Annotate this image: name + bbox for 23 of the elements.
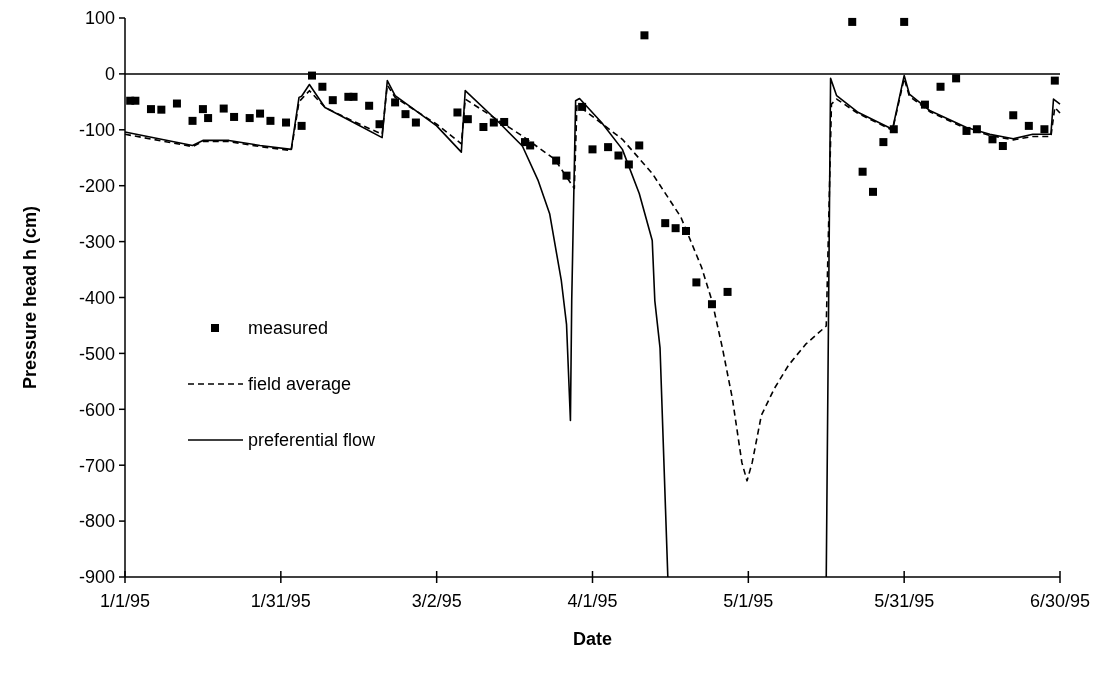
y-tick-label: -200 — [78, 176, 115, 196]
x-tick-label: 1/1/95 — [99, 591, 151, 611]
y-tick-label: 0 — [104, 64, 115, 85]
y-tick-label: -700 — [78, 455, 115, 476]
legend-label: preferential flow — [248, 430, 377, 451]
y-tick-label: -900 — [78, 567, 115, 588]
y-tick-label: -800 — [78, 511, 115, 532]
y-tick-label: -600 — [78, 399, 115, 420]
x-tick-label: 5/1/95 — [723, 591, 774, 611]
y-tick-label: -500 — [78, 343, 115, 364]
x-tick-label: 3/2/95 — [411, 591, 462, 611]
legend-label: measured — [248, 318, 329, 339]
y-tick-label: 100 — [84, 8, 115, 29]
x-tick-label: 4/1/95 — [567, 591, 618, 611]
x-tick-label: 1/31/95 — [250, 591, 311, 611]
legend-label: field average — [248, 374, 352, 395]
y-tick-label: -100 — [78, 120, 115, 141]
y-tick-label: -400 — [78, 287, 115, 308]
x-tick-label: 5/31/95 — [874, 591, 935, 611]
y-tick-label: -300 — [78, 231, 115, 252]
x-axis-title: Date — [572, 629, 613, 649]
y-axis-title: Pressure head h (cm) — [20, 205, 40, 390]
x-tick-label: 6/30/95 — [1029, 591, 1091, 611]
